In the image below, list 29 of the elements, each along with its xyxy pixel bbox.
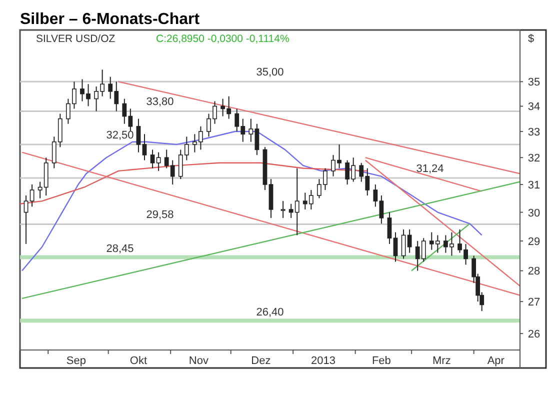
y-tick-label: 28: [528, 266, 540, 278]
x-tick-label: Nov: [188, 355, 209, 367]
x-tick-label: Apr: [487, 355, 505, 367]
y-tick-label: 34: [528, 101, 540, 114]
x-tick-label: 2013: [310, 355, 336, 367]
ref-line-label: 35,00: [256, 66, 284, 79]
ref-line-label: 29,58: [146, 209, 174, 222]
y-tick-label: 29: [528, 236, 540, 248]
y-tick-label: 27: [528, 296, 540, 309]
x-tick-label: Feb: [372, 355, 391, 367]
ref-line-label: 32,50: [106, 129, 134, 142]
x-tick-label: Dez: [251, 355, 271, 367]
x-tick-label: Sep: [66, 355, 86, 367]
ref-line-label: 31,24: [416, 162, 444, 175]
y-tick-label: 32: [528, 152, 540, 165]
y-axis-title: $: [528, 33, 534, 45]
annotation: C:26,8950 -0,0300 -0,1114%: [156, 33, 290, 45]
x-tick-label: Mrz: [432, 355, 451, 367]
y-tick-label: 30: [528, 207, 540, 220]
y-tick-label: 35: [528, 76, 540, 89]
y-tick-label: 31: [528, 179, 540, 192]
x-tick-label: Okt: [130, 355, 148, 367]
y-tick-label: 33: [528, 126, 540, 139]
ref-line-label: 26,40: [256, 306, 284, 319]
chart-title: Silber – 6-Monats-Chart: [20, 11, 200, 28]
y-tick-label: 26: [528, 328, 540, 341]
ref-line-label: 33,80: [146, 96, 174, 108]
ref-line-label: 28,45: [106, 243, 134, 256]
annotation: SILVER USD/OZ: [36, 33, 116, 45]
